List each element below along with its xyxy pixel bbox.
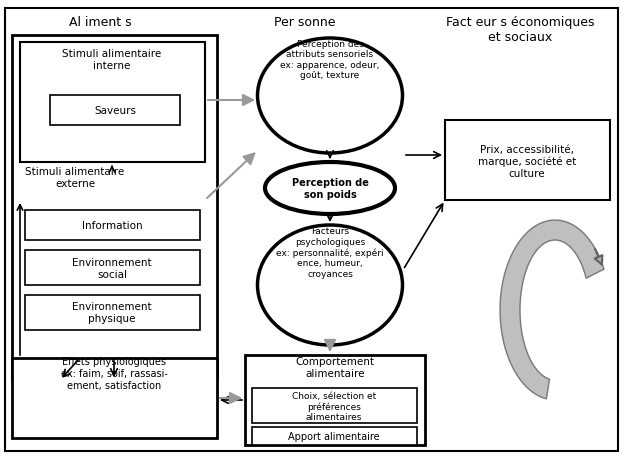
Text: Apport alimentaire: Apport alimentaire: [288, 432, 380, 442]
Text: Saveurs: Saveurs: [94, 106, 136, 116]
Ellipse shape: [258, 225, 402, 345]
Text: Information: Information: [82, 221, 142, 231]
Ellipse shape: [258, 38, 402, 153]
FancyBboxPatch shape: [25, 295, 200, 330]
FancyBboxPatch shape: [50, 95, 180, 125]
Text: Choix, sélection et
préférences
alimentaires: Choix, sélection et préférences alimenta…: [292, 392, 376, 422]
FancyBboxPatch shape: [445, 120, 610, 200]
Text: Environnement
social: Environnement social: [72, 258, 152, 280]
Text: Prix, accessibilité,
marque, société et
culture: Prix, accessibilité, marque, société et …: [478, 145, 576, 179]
FancyBboxPatch shape: [252, 388, 417, 423]
FancyBboxPatch shape: [25, 250, 200, 285]
Text: Comportement
alimentaire: Comportement alimentaire: [296, 357, 374, 379]
FancyBboxPatch shape: [25, 210, 200, 240]
FancyBboxPatch shape: [12, 358, 217, 438]
FancyBboxPatch shape: [5, 8, 618, 451]
Text: Perception de
son poids: Perception de son poids: [291, 178, 369, 200]
Text: Effets physiologiques
ex: faim, soif, rassasi-
ement, satisfaction: Effets physiologiques ex: faim, soif, ra…: [61, 357, 168, 391]
Text: Stimuli alimentaire
interne: Stimuli alimentaire interne: [62, 49, 162, 71]
Text: Al iment s: Al iment s: [69, 16, 131, 28]
Text: Environnement
physique: Environnement physique: [72, 302, 152, 324]
Text: Fact eur s économiques
et sociaux: Fact eur s économiques et sociaux: [446, 16, 594, 44]
Text: Per sonne: Per sonne: [274, 16, 336, 28]
FancyBboxPatch shape: [252, 427, 417, 445]
Text: Perception des
attributs sensoriels
ex: apparence, odeur,
goût, texture: Perception des attributs sensoriels ex: …: [280, 40, 380, 80]
FancyBboxPatch shape: [245, 355, 425, 445]
Text: Stimuli alimentaire
externe: Stimuli alimentaire externe: [26, 167, 124, 189]
PathPatch shape: [500, 220, 604, 399]
Text: Facteurs
psychologiques
ex: personnalité, expéri
ence, humeur,
croyances: Facteurs psychologiques ex: personnalité…: [276, 228, 384, 278]
FancyBboxPatch shape: [20, 42, 205, 162]
FancyBboxPatch shape: [12, 35, 217, 380]
Ellipse shape: [265, 162, 395, 214]
